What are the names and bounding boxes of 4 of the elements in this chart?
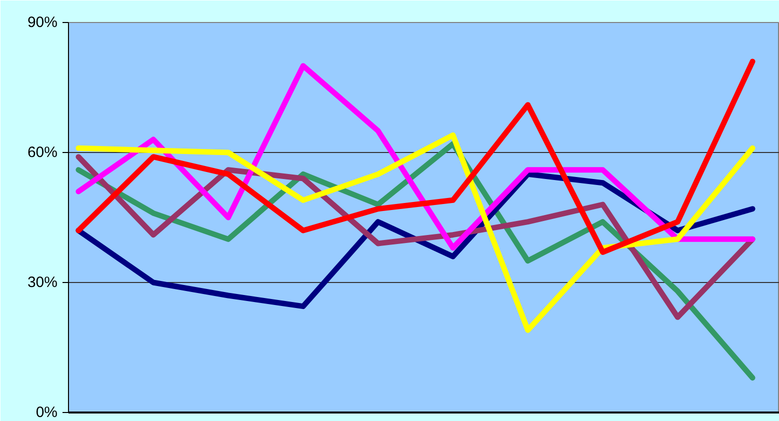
- y-tick-label: 30%: [27, 274, 58, 291]
- y-tick-label: 60%: [27, 144, 58, 161]
- y-tick-label: 0%: [36, 404, 58, 421]
- y-tick-label: 90%: [27, 14, 58, 31]
